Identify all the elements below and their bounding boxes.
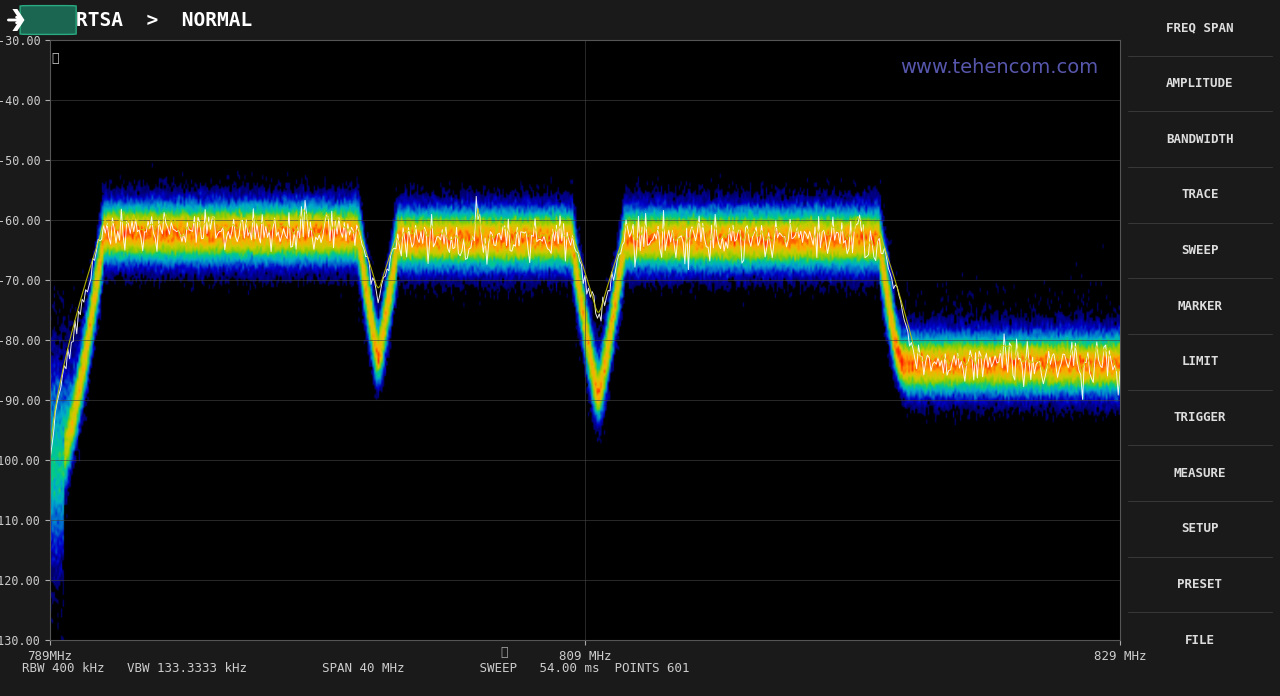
Text: www.tehencom.com: www.tehencom.com	[900, 58, 1098, 77]
Text: 🔒: 🔒	[500, 646, 508, 659]
Text: FILE: FILE	[1185, 634, 1215, 647]
Text: MEASURE: MEASURE	[1174, 467, 1226, 480]
Text: SETUP: SETUP	[1181, 523, 1219, 535]
Text: SWEEP: SWEEP	[1181, 244, 1219, 257]
Text: TRIGGER: TRIGGER	[1174, 411, 1226, 424]
Text: ❯: ❯	[9, 9, 28, 31]
FancyBboxPatch shape	[20, 6, 77, 34]
Text: LIMIT: LIMIT	[1181, 356, 1219, 368]
Text: 🔒: 🔒	[51, 52, 59, 65]
Text: BANDWIDTH: BANDWIDTH	[1166, 133, 1234, 145]
Text: RBW 400 kHz   VBW 133.3333 kHz          SPAN 40 MHz          SWEEP   54.00 ms  P: RBW 400 kHz VBW 133.3333 kHz SPAN 40 MHz…	[23, 661, 690, 674]
Text: FREQ SPAN: FREQ SPAN	[1166, 22, 1234, 34]
Text: RTSA  >  NORMAL: RTSA > NORMAL	[77, 10, 252, 29]
Text: PRESET: PRESET	[1178, 578, 1222, 591]
Text: AMPLITUDE: AMPLITUDE	[1166, 77, 1234, 90]
Text: MARKER: MARKER	[1178, 300, 1222, 313]
Text: TRACE: TRACE	[1181, 189, 1219, 201]
